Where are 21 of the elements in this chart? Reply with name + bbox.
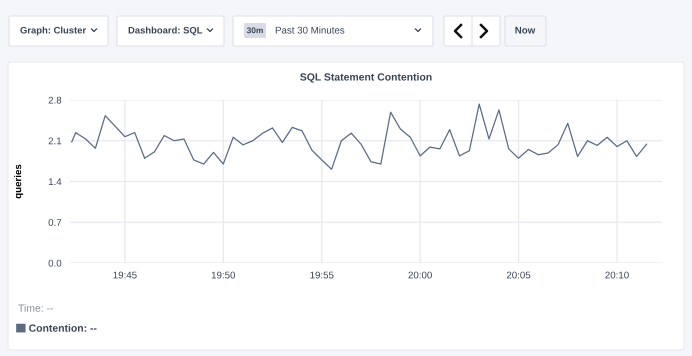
text: Past 30 Minutes	[276, 26, 344, 34]
text: Now	[515, 26, 536, 34]
line-series	[71, 103, 648, 170]
x-tick-label: 19:50	[212, 272, 236, 278]
legend-label: Contention: --	[29, 324, 97, 332]
y-tick-label: 2.1	[48, 137, 62, 144]
y-tick-label: 2.8	[48, 96, 62, 104]
x-tick-label: 20:10	[605, 272, 629, 278]
chart-title: SQL Statement Contention	[300, 73, 432, 83]
x-tick-label: 19:45	[113, 272, 137, 278]
y-tick-label: 1.4	[48, 178, 62, 186]
text: Time: --	[18, 304, 54, 312]
y-tick-label: 0.7	[48, 218, 62, 226]
x-tick-label: 19:55	[310, 272, 334, 278]
text: Dashboard: SQL	[128, 26, 202, 36]
x-tick-label: 20:00	[408, 272, 432, 278]
y-tick-label: 0.0	[48, 260, 62, 267]
text: 30m	[246, 27, 263, 34]
text: Graph: Cluster	[20, 26, 86, 36]
x-tick-label: 20:05	[506, 272, 530, 278]
y-axis-title: queries	[14, 164, 24, 198]
